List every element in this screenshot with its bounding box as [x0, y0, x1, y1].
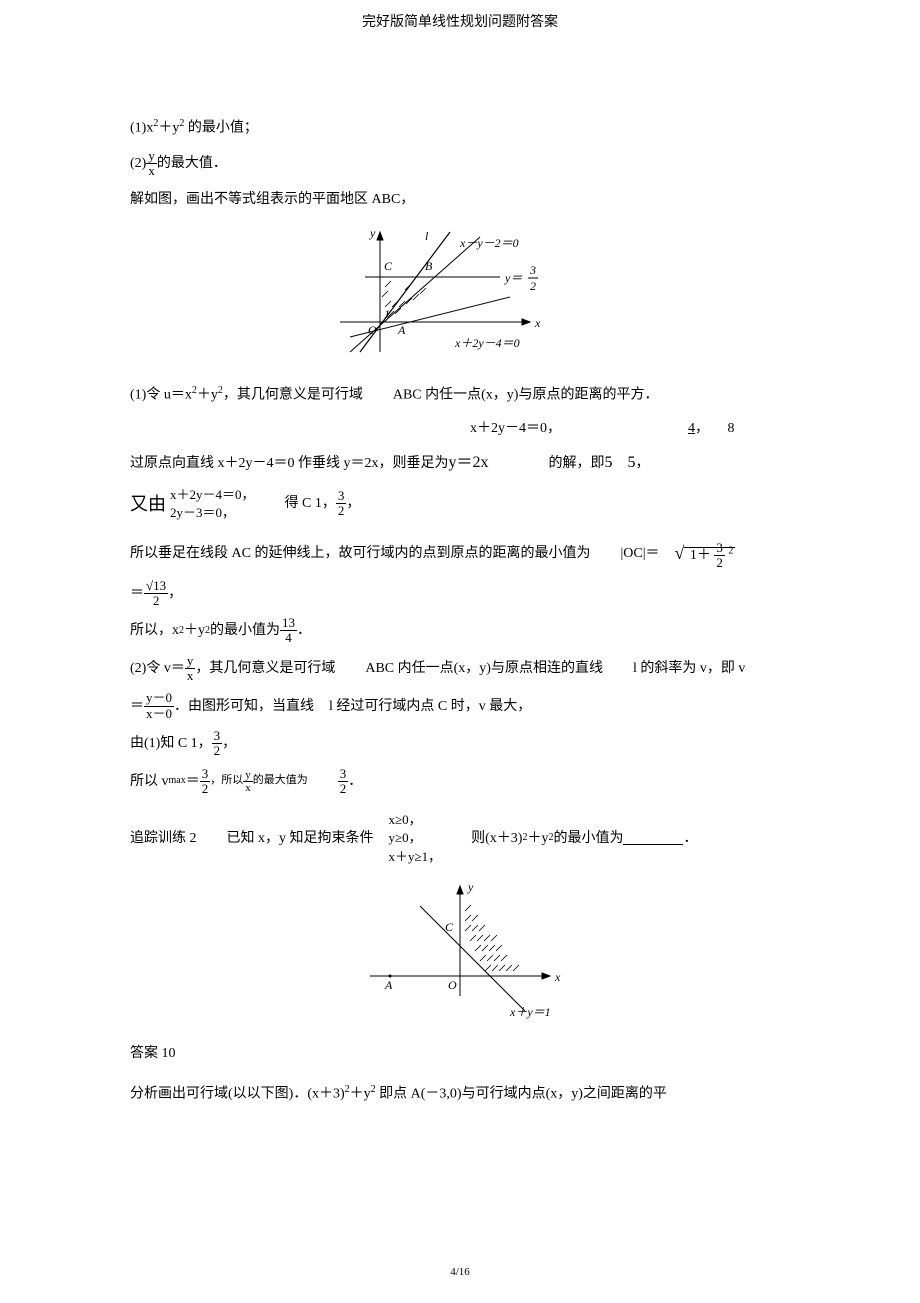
svg-text:x: x: [534, 316, 541, 330]
para-6: 所以，x2＋y2 的最小值为 134 ．: [130, 616, 790, 646]
para-9: 由(1)知 C 1， 32 ，: [130, 729, 790, 759]
svg-text:A: A: [397, 323, 406, 337]
question-1-1: (1)x2＋y2 的最小值；: [130, 115, 790, 141]
svg-text:B: B: [425, 259, 433, 273]
svg-text:y＝: y＝: [504, 271, 522, 285]
svg-text:x－y－2＝0: x－y－2＝0: [459, 236, 519, 250]
solution-intro: 解如图，画出不等式组表示的平面地区 ABC，: [130, 187, 790, 212]
svg-text:y: y: [369, 226, 376, 240]
figure-2: y x O A C x＋y＝1: [350, 876, 570, 1026]
para-2: 过原点向直线 x＋2y－4＝0 作垂线 y＝2x，则垂足为 y＝2x 的解，即 …: [130, 449, 790, 478]
svg-text:y: y: [467, 880, 474, 894]
para-1: (1)令 u＝x2＋y2，其几何意义是可行域ABC 内任一点(x，y)与原点的距…: [130, 382, 790, 408]
para-10: 所以 vmax＝ 32 ，所以 yx 的最大值为 32 ．: [130, 767, 790, 797]
para-5: ＝ √132 ，: [130, 579, 790, 609]
svg-text:1: 1: [384, 307, 390, 321]
svg-text:C: C: [384, 259, 393, 273]
analysis: 分析画出可行域(以以下图)．(x＋3)2＋y2 即点 A(－3,0)与可行域内点…: [130, 1081, 790, 1107]
svg-text:x＋y＝1: x＋y＝1: [509, 1005, 551, 1019]
page-header: 完好版简单线性规划问题附答案: [130, 10, 790, 35]
track-exercise: 追踪训练 2 已知 x，y 知足拘束条件 x≥0， y≥0， x＋y≥1， 则(…: [130, 811, 790, 866]
svg-text:A: A: [384, 978, 393, 992]
svg-text:x: x: [554, 970, 561, 984]
para-4: 所以垂足在线段 AC 的延伸线上，故可行域内的点到原点的距离的最小值为 |OC|…: [130, 537, 790, 571]
svg-text:x＋2y－4＝0: x＋2y－4＝0: [454, 336, 520, 350]
eq-line-top: x＋2y－4＝0， 4， 8: [130, 416, 790, 441]
svg-text:2: 2: [530, 279, 536, 293]
svg-text:l: l: [425, 229, 429, 243]
page-footer: 4/16: [0, 1263, 920, 1283]
svg-text:3: 3: [529, 263, 536, 277]
para-3: 又由 x＋2y－4＝0， 2y－3＝0， 得 C 1， 32 ，: [130, 486, 790, 522]
svg-text:C: C: [445, 920, 454, 934]
svg-text:O: O: [448, 978, 457, 992]
figure-1: y l x－y－2＝0 y＝ 3 2 x x＋2y－4＝0 O A B C 1: [330, 222, 590, 372]
answer-label: 答案 10: [130, 1041, 790, 1066]
para-7: (2)令 v＝ yx ，其几何意义是可行域 ABC 内任一点(x，y)与原点相连…: [130, 654, 790, 684]
para-8: ＝ y－0x－0 ．由图形可知，当直线 l 经过可行域内点 C 时，v 最大，: [130, 691, 790, 721]
svg-text:O: O: [368, 323, 377, 337]
question-1-2: (2) yx 的最大值．: [130, 149, 790, 179]
